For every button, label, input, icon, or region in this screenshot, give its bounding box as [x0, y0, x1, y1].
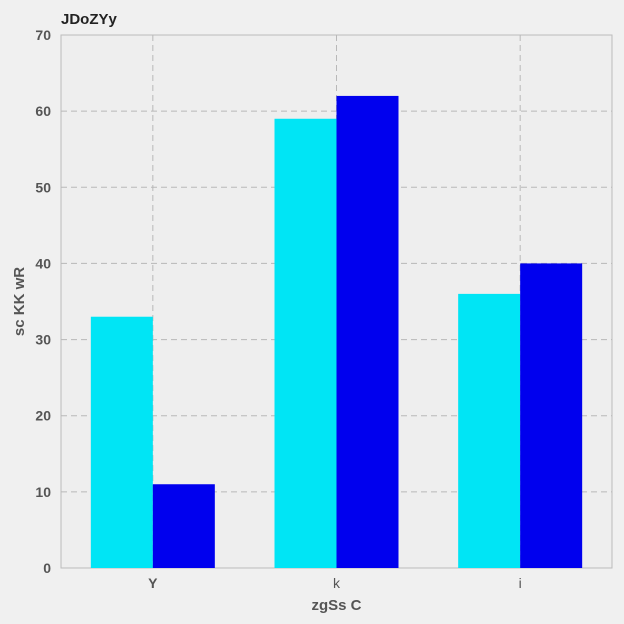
x-tick-label: i: [519, 575, 522, 591]
y-tick-label: 30: [35, 332, 51, 348]
x-axis-label: zgSs C: [311, 597, 361, 614]
y-tick-label: 10: [35, 484, 51, 500]
x-tick-label: Y: [148, 575, 158, 591]
y-axis-ticks: 0 10 20 30 40 50 60 70: [35, 27, 51, 576]
bar-series-2-k: [336, 95, 399, 569]
y-tick-label: 20: [35, 408, 51, 424]
bar-series-1-i: [458, 293, 521, 568]
bar-series-2-i: [520, 263, 583, 568]
bar-series-2-Y: [152, 484, 215, 568]
x-tick-label: k: [333, 575, 341, 591]
bars: [90, 95, 583, 569]
y-axis-label: sc KK wR: [11, 267, 28, 336]
y-tick-label: 70: [35, 27, 51, 43]
y-tick-label: 40: [35, 255, 51, 271]
y-tick-label: 60: [35, 103, 51, 119]
bar-series-1-Y: [90, 316, 153, 568]
y-tick-label: 0: [43, 560, 51, 576]
chart-title: JDoZYy: [61, 11, 118, 28]
bar-series-1-k: [274, 118, 337, 568]
y-tick-label: 50: [35, 179, 51, 195]
